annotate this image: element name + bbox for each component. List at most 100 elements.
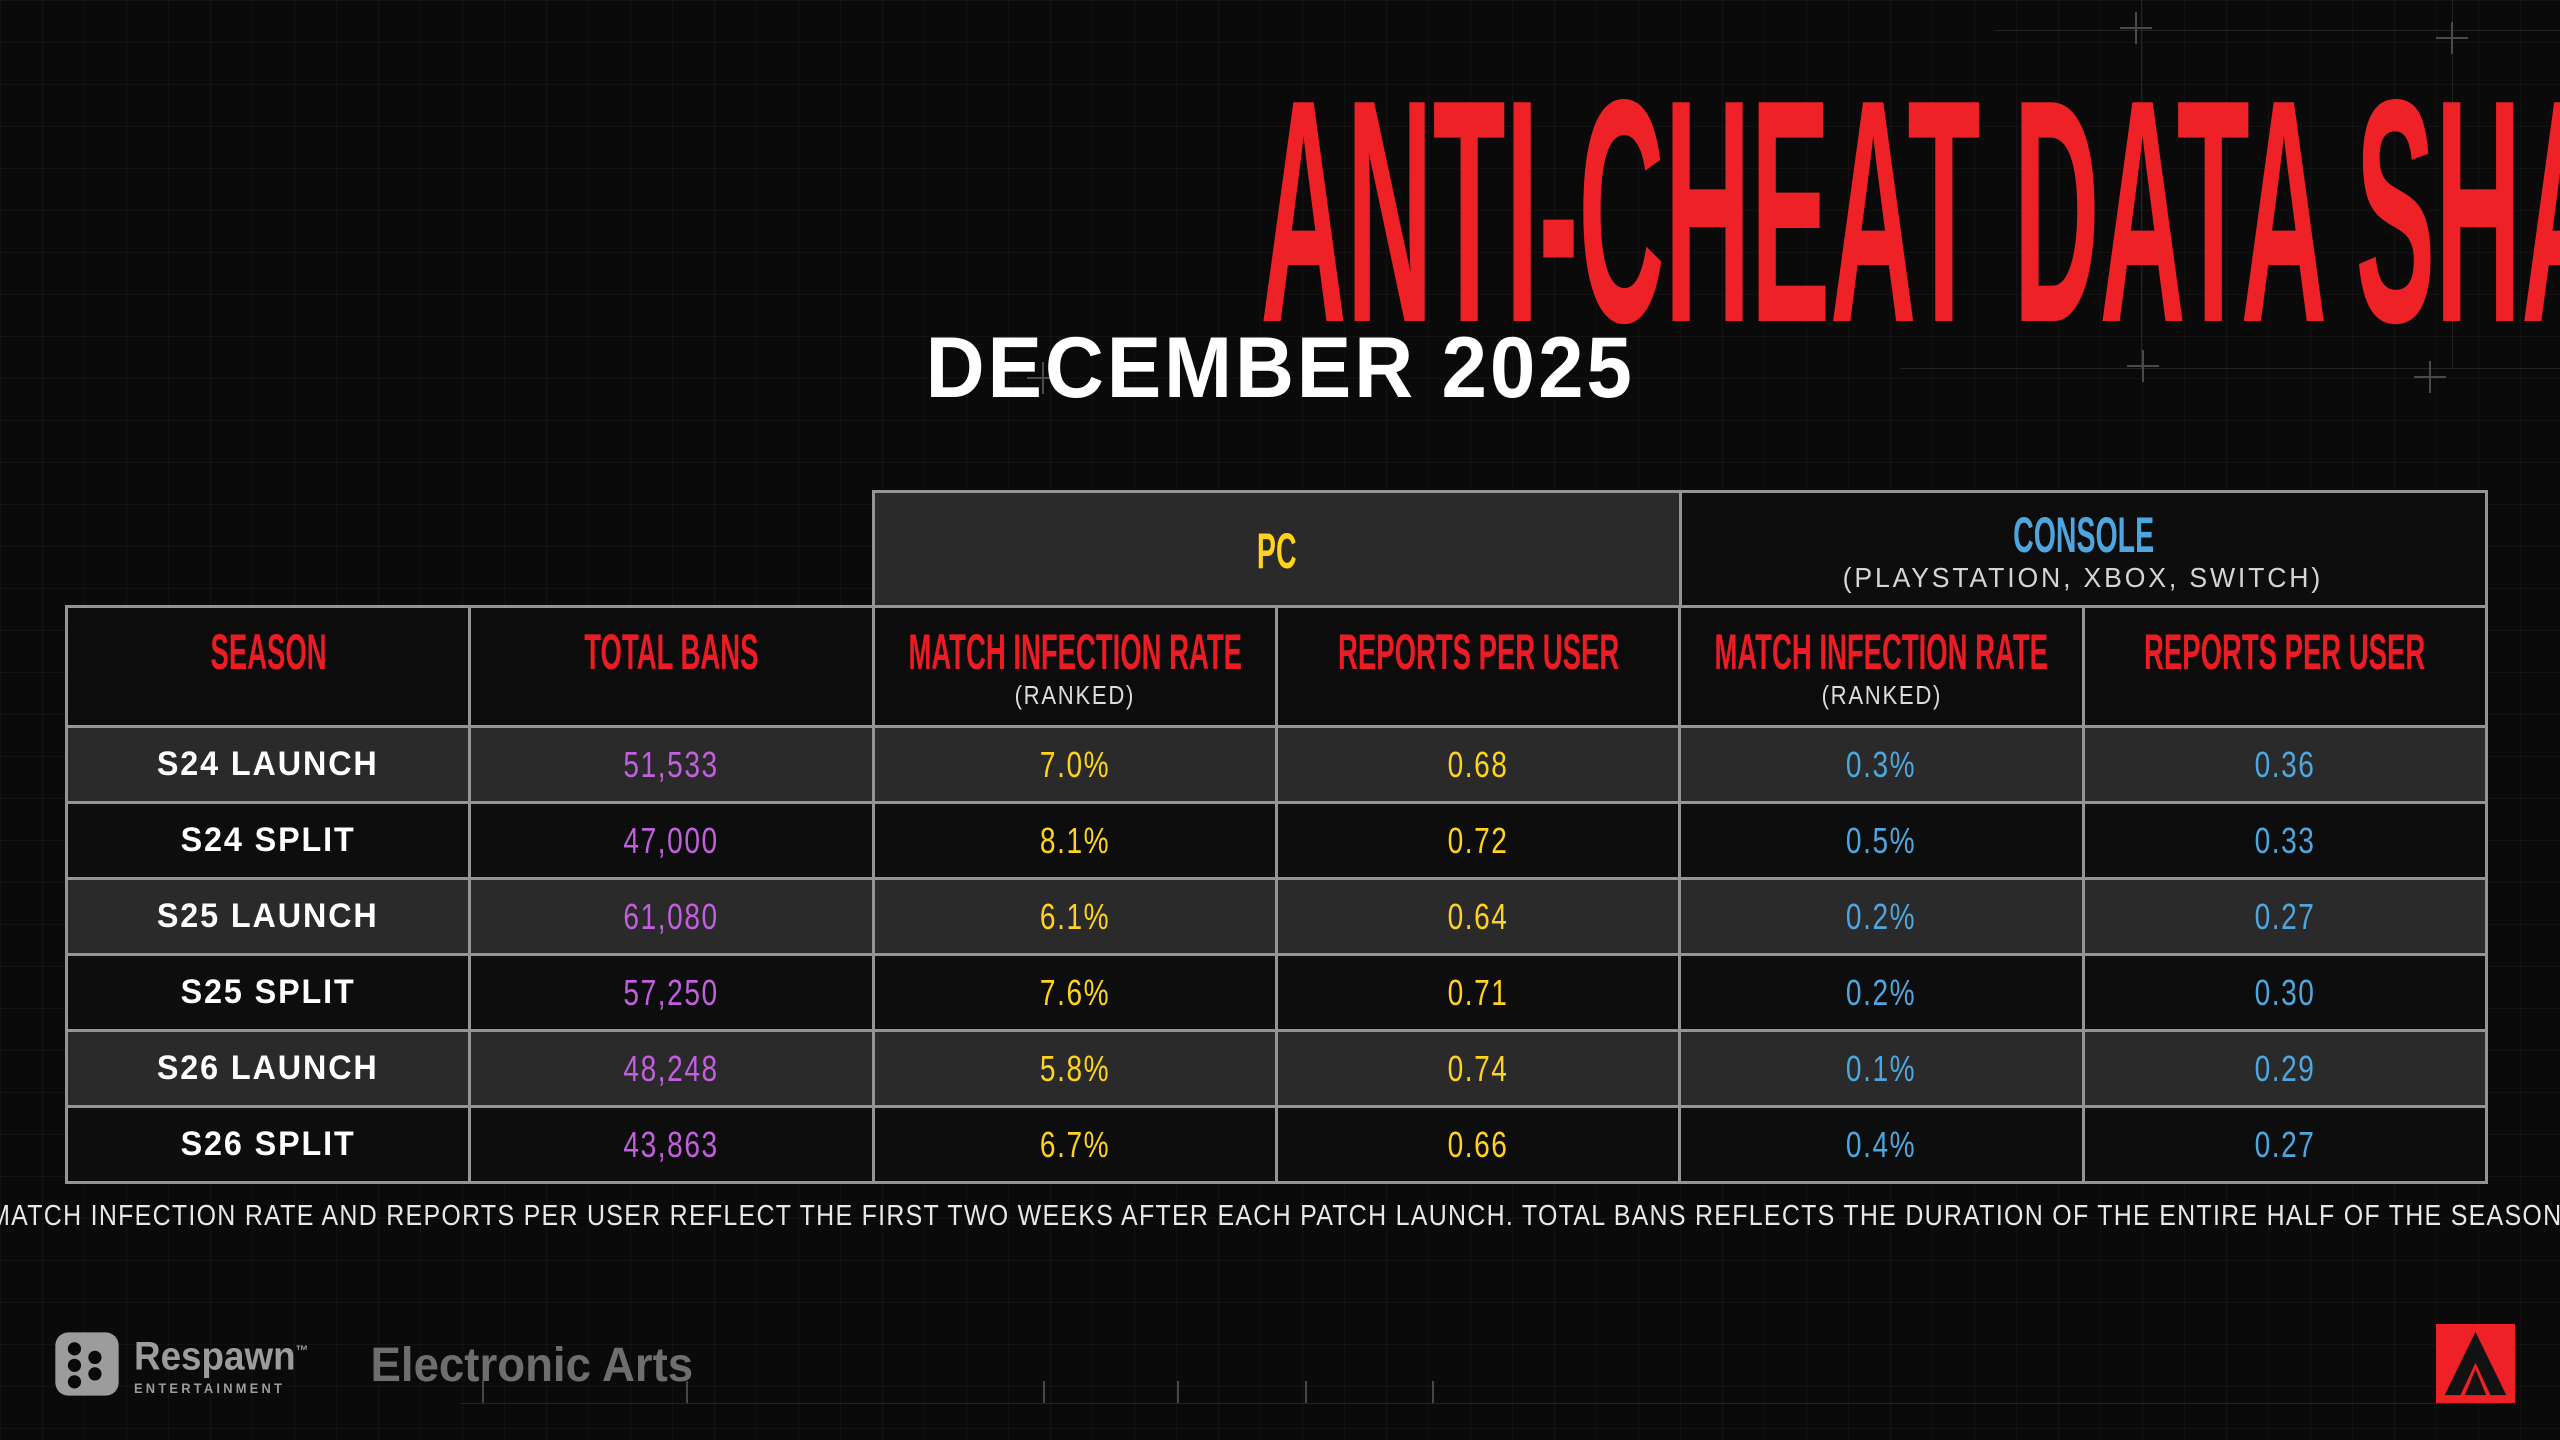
season-value: S24 SPLIT	[180, 821, 356, 859]
pc-infection-value: 6.7%	[1039, 1123, 1110, 1165]
table-cell-console-infection: 0.2%	[1681, 880, 2082, 953]
total-bans-value: 48,248	[623, 1047, 720, 1089]
pc-reports-value: 0.68	[1447, 743, 1509, 785]
title-block: ANTI-CHEAT DATA SHARE	[0, 53, 2560, 371]
table-cell-pc-infection: 5.8%	[874, 1032, 1275, 1105]
tick-mark	[686, 1381, 688, 1403]
table-cell-pc-infection: 7.0%	[874, 728, 1275, 801]
table-cell-pc-reports: 0.68	[1278, 728, 1679, 801]
console-infection-value: 0.5%	[1846, 819, 1917, 861]
console-reports-value: 0.27	[2254, 1123, 2316, 1165]
table-cell-console-reports: 0.33	[2084, 804, 2485, 877]
table-cell-total-bans: 57,250	[471, 956, 872, 1029]
console-infection-value: 0.2%	[1846, 971, 1917, 1013]
apex-chevron-icon	[2436, 1324, 2515, 1403]
crosshair-mark	[2414, 361, 2446, 393]
table-cell-console-reports: 0.27	[2084, 1108, 2485, 1181]
season-value: S25 SPLIT	[180, 973, 356, 1011]
table-cell-pc-reports: 0.74	[1278, 1032, 1679, 1105]
respawn-wordmark: Respawn™ ENTERTAINMENT	[134, 1330, 324, 1398]
column-header-label: REPORTS PER USER	[2144, 623, 2426, 680]
table-cell-console-infection: 0.3%	[1681, 728, 2082, 801]
crosshair-mark	[2436, 22, 2468, 54]
table-cell-total-bans: 43,863	[471, 1108, 872, 1181]
console-infection-value: 0.2%	[1846, 895, 1917, 937]
pc-infection-value: 7.6%	[1039, 971, 1110, 1013]
table-cell-season: S26 SPLIT	[68, 1108, 469, 1181]
pc-reports-value: 0.72	[1447, 819, 1509, 861]
table-cell-season: S24 SPLIT	[68, 804, 469, 877]
console-infection-value: 0.4%	[1846, 1123, 1917, 1165]
table-cell-pc-reports: 0.71	[1278, 956, 1679, 1029]
table-cell-console-reports: 0.29	[2084, 1032, 2485, 1105]
respawn-name: Respawn™	[134, 1334, 309, 1379]
decor-line	[2141, 0, 2142, 368]
footnote: MATCH INFECTION RATE AND REPORTS PER USE…	[0, 1198, 2560, 1234]
tick-mark	[1043, 1381, 1045, 1403]
console-infection-value: 0.3%	[1846, 743, 1917, 785]
console-group-header: CONSOLE (PLAYSTATION, XBOX, SWITCH)	[1681, 493, 2485, 608]
table-cell-total-bans: 47,000	[471, 804, 872, 877]
table-cell-console-reports: 0.36	[2084, 728, 2485, 801]
total-bans-value: 47,000	[623, 819, 720, 861]
column-header-label: MATCH INFECTION RATE	[1714, 623, 2049, 680]
tick-mark	[1305, 1381, 1307, 1403]
pc-reports-value: 0.64	[1447, 895, 1509, 937]
pc-group-header: PC	[875, 493, 1679, 608]
respawn-logo: Respawn™ ENTERTAINMENT	[54, 1330, 324, 1398]
table-cell-total-bans: 51,533	[471, 728, 872, 801]
column-header-label: REPORTS PER USER	[1337, 623, 1619, 680]
table-cell-pc-infection: 6.1%	[874, 880, 1275, 953]
pc-reports-value: 0.66	[1447, 1123, 1509, 1165]
crosshair-mark	[2120, 12, 2152, 44]
table-cell-console-infection: 0.5%	[1681, 804, 2082, 877]
table-cell-console-reports: 0.27	[2084, 880, 2485, 953]
respawn-icon	[55, 1332, 119, 1396]
column-header-pc-infection-rate: MATCH INFECTION RATE (RANKED)	[874, 608, 1275, 725]
column-header-label: SEASON	[210, 623, 327, 680]
table-cell-total-bans: 61,080	[471, 880, 872, 953]
column-header-console-infection-rate: MATCH INFECTION RATE (RANKED)	[1681, 608, 2082, 725]
column-header-note: (RANKED)	[1821, 679, 1942, 710]
table-cell-season: S25 SPLIT	[68, 956, 469, 1029]
tick-mark	[1432, 1381, 1434, 1403]
electronic-arts-wordmark: Electronic Arts	[370, 1339, 694, 1392]
column-header-console-reports: REPORTS PER USER	[2084, 608, 2485, 725]
pc-infection-value: 8.1%	[1039, 819, 1110, 861]
pc-infection-value: 6.1%	[1039, 895, 1110, 937]
pc-reports-value: 0.71	[1447, 971, 1509, 1013]
footnote-text: MATCH INFECTION RATE AND REPORTS PER USE…	[0, 1199, 2560, 1232]
table-cell-total-bans: 48,248	[471, 1032, 872, 1105]
console-reports-value: 0.33	[2254, 819, 2316, 861]
trademark-symbol: ™	[295, 1342, 309, 1358]
crosshair-mark	[1027, 362, 1059, 394]
console-group-label: CONSOLE	[2012, 506, 2154, 563]
table-cell-pc-reports: 0.72	[1278, 804, 1679, 877]
total-bans-value: 51,533	[623, 743, 720, 785]
respawn-entertainment-label: ENTERTAINMENT	[134, 1380, 286, 1397]
decor-line	[1995, 30, 2560, 31]
table-cell-pc-infection: 6.7%	[874, 1108, 1275, 1181]
pc-reports-value: 0.74	[1447, 1047, 1509, 1089]
console-reports-value: 0.36	[2254, 743, 2316, 785]
table-cell-console-infection: 0.2%	[1681, 956, 2082, 1029]
total-bans-value: 57,250	[623, 971, 720, 1013]
column-header-label: MATCH INFECTION RATE	[908, 623, 1242, 680]
column-header-season: SEASON	[68, 608, 469, 725]
pc-infection-value: 7.0%	[1039, 743, 1110, 785]
total-bans-value: 61,080	[623, 895, 720, 937]
page-subtitle: DECEMBER 2025	[925, 320, 1635, 416]
decor-line	[2452, 0, 2453, 368]
decor-line	[460, 1403, 2500, 1404]
subtitle-block: DECEMBER 2025	[0, 325, 2560, 411]
column-header-pc-reports: REPORTS PER USER	[1278, 608, 1679, 725]
table-cell-console-reports: 0.30	[2084, 956, 2485, 1029]
console-platforms-label: (PLAYSTATION, XBOX, SWITCH)	[1843, 561, 2324, 593]
total-bans-value: 43,863	[623, 1123, 720, 1165]
decor-line	[1900, 368, 2560, 369]
table-cell-console-infection: 0.1%	[1681, 1032, 2082, 1105]
table-cell-season: S24 LAUNCH	[68, 728, 469, 801]
console-infection-value: 0.1%	[1846, 1047, 1917, 1089]
table-cell-pc-infection: 7.6%	[874, 956, 1275, 1029]
